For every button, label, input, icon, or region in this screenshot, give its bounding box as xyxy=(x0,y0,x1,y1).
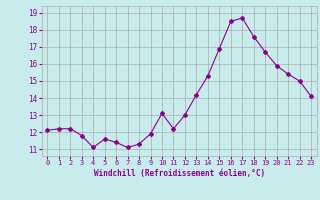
X-axis label: Windchill (Refroidissement éolien,°C): Windchill (Refroidissement éolien,°C) xyxy=(94,169,265,178)
